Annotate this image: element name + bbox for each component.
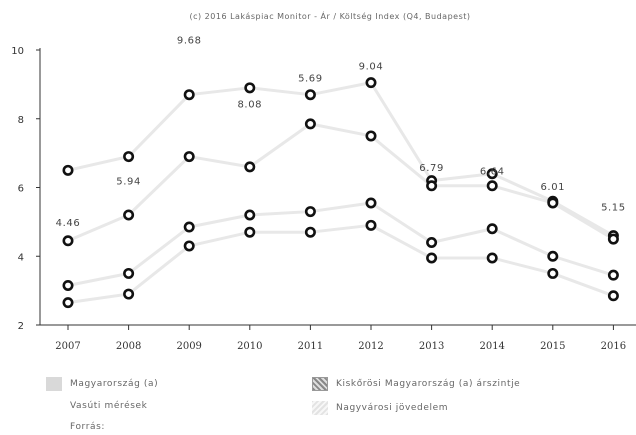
legend-item-2: Kiskőrösi Magyarország (a) árszintje <box>312 377 520 391</box>
data-label-2012: 9.04 <box>359 61 384 72</box>
data-point-s2-2013 <box>426 180 438 192</box>
data-point-s4-2010 <box>244 226 256 238</box>
data-points <box>62 77 619 309</box>
data-point-s2-2007 <box>62 235 74 247</box>
data-point-s3-2012 <box>365 197 377 209</box>
axes: 2 4 6 8 10 2007 2008 2009 2010 2011 2012 2013 2014 20… <box>11 46 636 352</box>
y-tick-label: 4 <box>18 252 24 263</box>
data-label-2007: 4.46 <box>56 218 81 229</box>
legend-item-3: Vasúti mérések <box>70 401 147 411</box>
x-tick-label: 2008 <box>116 341 141 352</box>
data-point-s2-2016 <box>607 233 619 245</box>
data-point-s2-2015 <box>547 197 559 209</box>
data-point-s1-2007 <box>62 164 74 176</box>
data-point-s4-2013 <box>426 252 438 264</box>
data-point-s2-2012 <box>365 130 377 142</box>
data-point-s1-2009 <box>183 89 195 101</box>
legend-label-4: Nagyvárosi jövedelem <box>336 403 449 413</box>
x-tick-label: 2007 <box>55 341 80 352</box>
data-point-s2-2008 <box>123 209 135 221</box>
x-tick-label: 2010 <box>237 341 262 352</box>
trend-lines <box>67 81 615 305</box>
y-tick-label: 8 <box>18 115 24 126</box>
data-label-2014: 6.64 <box>480 166 505 177</box>
x-tick-label: 2011 <box>298 341 323 352</box>
data-point-s1-2008 <box>123 151 135 163</box>
data-point-s1-2011 <box>304 89 316 101</box>
data-point-s4-2011 <box>304 226 316 238</box>
data-label-2011: 5.69 <box>298 74 323 85</box>
x-tick-label: 2015 <box>540 341 565 352</box>
data-label-2010: 8.08 <box>237 99 262 110</box>
legend-swatch-1 <box>46 377 62 391</box>
data-point-s3-2013 <box>426 237 438 249</box>
data-point-s3-2015 <box>547 250 559 262</box>
data-point-s4-2007 <box>62 297 74 309</box>
x-tick-label: 2012 <box>358 341 383 352</box>
legend-label-3: Vasúti mérések <box>70 401 148 411</box>
x-tick-label: 2014 <box>479 341 504 352</box>
data-point-s4-2015 <box>547 267 559 279</box>
data-point-s3-2014 <box>486 223 498 235</box>
data-label-2009: 9.68 <box>177 36 202 47</box>
chart-title: (c) 2016 Lakáspiac Monitor - Ár / Költsé… <box>189 10 470 21</box>
data-point-s3-2016 <box>607 269 619 281</box>
trend-line-3 <box>67 201 614 287</box>
data-point-s2-2010 <box>244 161 256 173</box>
x-tick-label: 2013 <box>419 341 444 352</box>
trend-line-4 <box>67 223 614 305</box>
data-point-s3-2007 <box>62 279 74 291</box>
legend-swatch-2 <box>312 377 328 391</box>
data-point-s1-2012 <box>365 77 377 89</box>
data-label-2015: 6.01 <box>540 182 565 193</box>
x-tick-label: 2016 <box>601 341 626 352</box>
legend-label-1: Magyarország (a) <box>70 379 159 389</box>
data-point-s4-2016 <box>607 290 619 302</box>
legend-item-1: Magyarország (a) <box>46 377 158 391</box>
data-point-s2-2011 <box>304 118 316 130</box>
data-point-s4-2009 <box>183 240 195 252</box>
data-point-s4-2012 <box>365 219 377 231</box>
data-point-s3-2009 <box>183 221 195 233</box>
data-point-s3-2008 <box>123 267 135 279</box>
y-tick-label: 10 <box>11 46 24 57</box>
y-tick-label: 2 <box>18 321 24 332</box>
data-point-s4-2008 <box>123 288 135 300</box>
trend-line-1 <box>67 81 615 237</box>
trend-line-2 <box>67 122 615 243</box>
data-point-s2-2014 <box>486 180 498 192</box>
data-point-s4-2014 <box>486 252 498 264</box>
x-tick-label: 2009 <box>176 341 201 352</box>
data-point-s3-2011 <box>304 206 316 218</box>
legend-swatch-4 <box>312 401 328 415</box>
data-label-2013: 6.79 <box>419 163 444 174</box>
legend-label-5: Forrás: <box>70 422 106 432</box>
data-point-s1-2014 <box>486 168 498 180</box>
data-point-s2-2009 <box>183 151 195 163</box>
data-label-2008: 5.94 <box>116 177 141 188</box>
data-point-s1-2010 <box>244 82 256 94</box>
legend-label-2: Kiskőrösi Magyarország (a) árszintje <box>336 379 521 389</box>
data-labels: 4.46 5.94 9.68 8.08 5.69 9.04 6.79 6.64 6.01 5.15 <box>56 36 626 229</box>
legend-item-5: Forrás: <box>70 422 105 432</box>
legend-item-4: Nagyvárosi jövedelem <box>312 401 448 415</box>
data-label-2016: 5.15 <box>601 202 626 213</box>
y-tick-label: 6 <box>18 184 24 195</box>
data-point-s3-2010 <box>244 209 256 221</box>
